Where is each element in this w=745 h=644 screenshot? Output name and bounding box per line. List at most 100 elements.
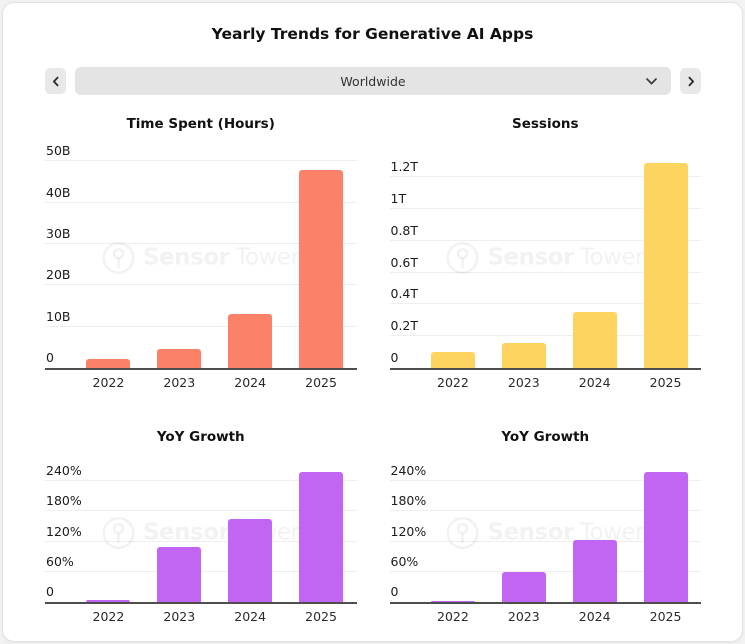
bar-2024[interactable]: [572, 539, 617, 602]
bar-2025[interactable]: [643, 472, 688, 602]
x-axis-label: 2023: [163, 609, 196, 624]
y-axis-tick-label: 0.2T: [390, 318, 419, 334]
chart-title: Time Spent (Hours): [126, 116, 275, 132]
gridline: [389, 540, 701, 542]
y-axis-tick-label: 0: [46, 584, 54, 599]
x-axis-label: 2022: [437, 609, 469, 624]
x-axis-label: 2024: [578, 609, 611, 624]
gridline: [45, 243, 357, 245]
x-axis-label: 2024: [234, 375, 267, 390]
gridline: [389, 335, 701, 337]
y-axis-tick-label: 0: [390, 350, 399, 365]
y-axis-tick-label: 1.2T: [390, 159, 419, 175]
y-axis-tick-label: 40B: [46, 184, 71, 200]
chevron-down-icon: [646, 78, 657, 85]
x-axis-label: 2022: [92, 609, 125, 624]
x-axis-label: 2022: [92, 375, 125, 390]
gridline: [389, 208, 701, 210]
chart-title: YoY Growth: [156, 429, 245, 445]
y-axis-tick-label: 1T: [390, 191, 407, 207]
plot-area: 0 0.2T 0.4T 0.6T 0.8T 1T 1.2T Sensor Tower: [389, 147, 702, 370]
y-axis-tick-label: 60%: [46, 553, 74, 569]
bar-2023[interactable]: [157, 348, 202, 368]
gridline: [389, 239, 701, 241]
bar-2024[interactable]: [572, 312, 617, 368]
gridline: [45, 284, 357, 286]
region-dropdown-value: Worldwide: [340, 73, 406, 89]
y-axis-tick-label: 0.8T: [390, 222, 419, 238]
bar-2022[interactable]: [430, 600, 475, 602]
gridline: [45, 160, 357, 162]
x-axis-label: 2023: [507, 375, 540, 390]
region-selector-row: Worldwide: [45, 67, 701, 95]
bar-2023[interactable]: [157, 546, 202, 602]
bar-2024[interactable]: [228, 518, 273, 602]
gridline: [389, 176, 701, 178]
bar-2024[interactable]: [228, 314, 273, 368]
y-axis-tick-label: 240%: [46, 463, 82, 479]
bar-2023[interactable]: [501, 572, 546, 602]
x-axis-label: 2025: [305, 375, 337, 390]
x-axis-label: 2025: [305, 609, 337, 624]
y-axis-tick-label: 0.6T: [390, 254, 419, 270]
bars-row: [45, 464, 357, 602]
next-region-button[interactable]: [680, 68, 701, 94]
chart-title: YoY Growth: [501, 429, 590, 445]
x-axis-label: 2025: [649, 375, 682, 390]
y-axis-tick-label: 30B: [46, 226, 71, 242]
gridline: [45, 325, 357, 327]
bars-row: [390, 464, 702, 602]
x-axis-label: 2024: [578, 375, 611, 390]
x-axis-label: 2024: [234, 609, 267, 624]
bar-2022[interactable]: [86, 600, 131, 602]
y-axis-tick-label: 120%: [390, 523, 427, 539]
gridline: [389, 480, 701, 482]
y-axis-tick-label: 0: [390, 584, 399, 599]
y-axis-tick-label: 180%: [390, 493, 427, 509]
bar-2025[interactable]: [299, 472, 344, 602]
x-axis-labels: 2022 2023 2024 2025: [45, 609, 357, 624]
bar-2023[interactable]: [501, 343, 546, 368]
bar-2025[interactable]: [643, 162, 688, 368]
chart-sessions: Sessions 0 0.2T 0.4T 0.6T 0.8T 1T 1.2T Sensor Tow…: [389, 95, 702, 390]
y-axis-tick-label: 180%: [46, 493, 82, 509]
x-axis-labels: 2022 2023 2024 2025: [390, 375, 702, 390]
x-axis-label: 2023: [507, 609, 540, 624]
bars-row: [390, 147, 702, 368]
y-axis-tick-label: 50B: [46, 143, 71, 159]
chart-yoy-growth-sessions: YoY Growth 0 60% 120% 180% 240% Sensor Tower 202…: [389, 390, 702, 624]
y-axis-tick-label: 10B: [46, 308, 71, 324]
bar-2022[interactable]: [86, 358, 131, 368]
x-axis-label: 2025: [649, 609, 682, 624]
y-axis-tick-label: 0: [46, 350, 54, 365]
chart-time-spent: Time Spent (Hours) 0 10B 20B 30B 40B 50B Sensor…: [45, 95, 357, 390]
region-dropdown[interactable]: Worldwide: [75, 67, 671, 95]
bar-2022[interactable]: [430, 352, 475, 368]
x-axis-labels: 2022 2023 2024 2025: [390, 609, 702, 624]
gridline: [389, 570, 701, 572]
y-axis-tick-label: 20B: [46, 267, 71, 283]
chart-yoy-growth-time-spent: YoY Growth060%120%180%240%SensorTower202…: [45, 390, 357, 624]
gridline: [389, 303, 701, 305]
gridline: [45, 201, 357, 203]
bar-2025[interactable]: [299, 169, 344, 368]
charts-grid: Time Spent (Hours) 0 10B 20B 30B 40B 50B Sensor…: [45, 95, 701, 624]
chart-title: Sessions: [512, 116, 579, 132]
y-axis-tick-label: 120%: [46, 523, 82, 539]
y-axis-tick-label: 60%: [390, 553, 419, 569]
bars-row: [45, 147, 357, 368]
x-axis-label: 2023: [163, 375, 196, 390]
prev-region-button[interactable]: [45, 68, 66, 94]
plot-area: 0 10B 20B 30B 40B 50B Sensor Tower: [45, 143, 357, 370]
gridline: [45, 480, 357, 482]
x-axis-label: 2022: [437, 375, 469, 390]
gridline: [389, 271, 701, 273]
gridline: [45, 510, 357, 512]
gridline: [45, 540, 357, 542]
chevron-right-icon: [688, 76, 694, 86]
gridline: [389, 510, 701, 512]
page-title: Yearly Trends for Generative AI Apps: [211, 25, 534, 43]
x-axis-labels: 2022 2023 2024 2025: [45, 375, 357, 390]
